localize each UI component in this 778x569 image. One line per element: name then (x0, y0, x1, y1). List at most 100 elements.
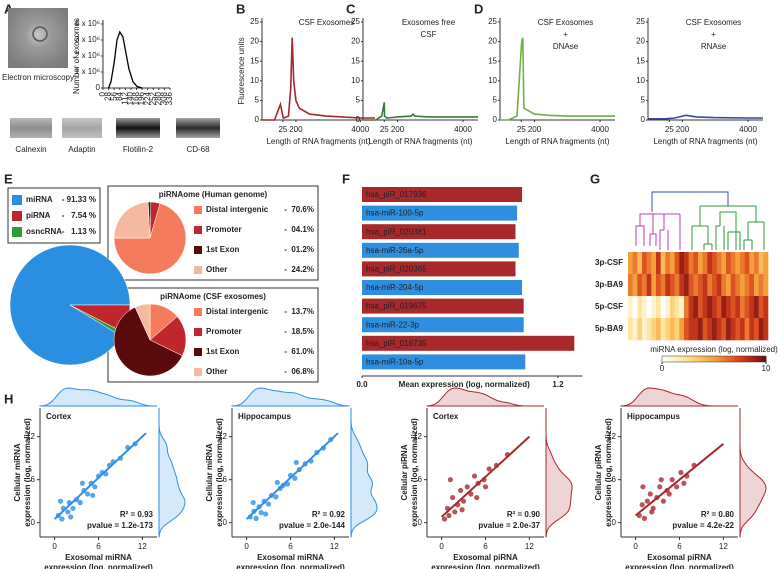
colorbar-segment (677, 356, 681, 362)
y-tick-label: 15 (250, 56, 259, 65)
bar-label: hsa_piR_019675 (366, 302, 427, 311)
colorbar-segment (755, 356, 759, 362)
heat-cell (758, 296, 764, 319)
heat-cell (628, 252, 633, 275)
heat-cell (716, 252, 722, 275)
bar-label: hsa-miR-26a-5p (366, 246, 424, 255)
point (660, 498, 667, 504)
heat-cell (763, 296, 769, 319)
x-tick-label: 28 (104, 91, 113, 100)
blot-label: Calnexin (15, 145, 46, 154)
chart-title: Cortex (46, 412, 72, 421)
heat-cell (754, 274, 759, 297)
pie-slice (113, 201, 151, 239)
row-label: 5p-CSF (595, 302, 623, 311)
point (459, 507, 465, 513)
point (464, 484, 470, 490)
heat-cell (679, 318, 685, 341)
value-label: - 13.7% (284, 307, 314, 316)
y-tick-label: 10 (636, 76, 645, 85)
value-label: - 61.0% (284, 347, 314, 356)
x-tick-label: 112 (120, 91, 129, 104)
heat-cell (702, 296, 708, 319)
legend-label: miRNA (26, 195, 53, 204)
y-tick-label: 5 (255, 96, 260, 105)
point (68, 514, 74, 520)
point (263, 511, 269, 517)
y-axis-label: expression (log, normalized) (23, 418, 32, 527)
chart-title: CSF Exosomes (686, 18, 742, 27)
marginal-density (39, 387, 157, 407)
chart-title: CSF (421, 30, 437, 39)
panel-label: F (342, 171, 350, 186)
chart-title: DNAse (553, 42, 579, 51)
heat-cell (628, 296, 633, 319)
colorbar-tick-label: 10 (762, 364, 771, 373)
colorbar-segment (737, 356, 741, 362)
marginal-density (231, 387, 350, 407)
y-tick-label: 6 (612, 475, 617, 484)
value-label: - 7.54 % (62, 211, 96, 220)
colorbar-segment (740, 356, 743, 362)
heat-cell (674, 296, 680, 319)
y-axis-label: expression (log, normalized) (604, 418, 613, 527)
point (253, 515, 259, 521)
heat-cell (712, 252, 717, 275)
y-tick-label: 0 (641, 115, 646, 124)
y-axis-label: Fluorescence units (237, 37, 246, 104)
y-tick-label: 0 (612, 518, 617, 527)
colorbar-segment (672, 356, 676, 362)
heat-cell (670, 318, 675, 341)
y-tick-label: 3 x 10⁶ (75, 35, 100, 44)
bar-label: hsa_piR_020381 (366, 227, 427, 236)
y-tick-label: 5 (356, 96, 361, 105)
point (474, 494, 480, 501)
legend-label: Promoter (206, 327, 242, 336)
bar-label: hsa_piR_017936 (366, 190, 427, 199)
colorbar-segment (724, 356, 728, 362)
heat-cell (684, 296, 689, 319)
legend-swatch (194, 328, 202, 336)
annotation: R² = 0.92 (312, 510, 346, 519)
heat-cell (740, 252, 745, 275)
colorbar-segment (698, 356, 702, 362)
legend-swatch (194, 226, 202, 234)
point (250, 500, 256, 506)
colorbar-segment (685, 356, 689, 362)
colorbar-tick-label: 0 (660, 364, 665, 373)
heat-cell (735, 252, 741, 275)
y-tick-label: 20 (488, 37, 497, 46)
x-tick-label: 0 (244, 542, 249, 551)
panel-label: H (4, 391, 13, 406)
y-tick-label: 10 (351, 76, 360, 85)
bar (362, 224, 516, 240)
point (258, 510, 264, 516)
heat-cell (684, 274, 689, 297)
heat-cell (637, 296, 643, 319)
y-axis-label: Cellular miRNA (205, 443, 214, 501)
colorbar-segment (760, 356, 764, 362)
point (458, 487, 464, 494)
x-tick-label: 4000 (591, 125, 609, 134)
y-axis-label: Number of exosomes (72, 18, 81, 94)
heat-cell (651, 252, 657, 275)
point (59, 516, 65, 522)
y-tick-label: 0 (493, 115, 498, 124)
point (57, 498, 64, 504)
legend-label: 1st Exon (206, 347, 239, 356)
y-tick-label: 25 (488, 17, 497, 26)
heat-cell (712, 296, 717, 319)
legend-swatch (194, 246, 202, 254)
colorbar-segment (708, 356, 712, 362)
y-tick-label: 20 (351, 37, 360, 46)
heat-cell (730, 252, 736, 275)
colorbar-segment (714, 356, 717, 362)
value-label: - 01.2% (284, 245, 314, 254)
heat-cell (716, 274, 722, 297)
heat-cell (651, 274, 657, 297)
x-tick-label: 252 (148, 91, 157, 105)
colorbar-segment (701, 356, 704, 362)
y-tick-label: 0 (418, 518, 423, 527)
heat-cell (763, 274, 769, 297)
x-tick-label: 1.2 (552, 380, 564, 389)
